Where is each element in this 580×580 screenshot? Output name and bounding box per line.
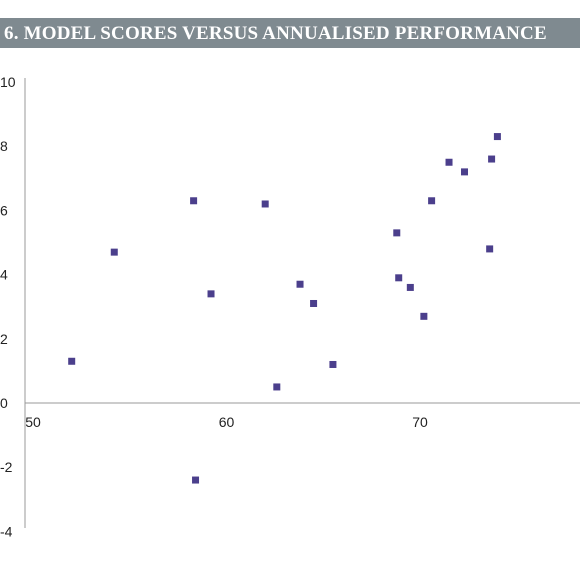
y-tick-label: 4: [0, 267, 8, 283]
data-point: [310, 299, 318, 307]
data-point: [461, 168, 469, 176]
data-point: [296, 280, 304, 288]
x-tick-labels: 50 60 70: [25, 414, 428, 430]
data-point: [493, 133, 501, 141]
y-tick-label: -4: [0, 523, 13, 539]
x-tick-label: 70: [412, 414, 428, 430]
data-point: [273, 383, 281, 391]
y-tick-label: 2: [0, 331, 8, 347]
data-point: [395, 274, 403, 282]
data-point: [207, 290, 215, 298]
y-tick-label: 6: [0, 202, 8, 218]
data-point: [486, 245, 494, 253]
y-tick-label: -2: [0, 459, 13, 475]
data-point: [445, 158, 453, 166]
y-tick-labels: 10 8 6 4 2 0 -2 -4: [0, 74, 16, 539]
data-point: [393, 229, 401, 237]
chart-title-bar: 6. MODEL SCORES VERSUS ANNUALISED PERFOR…: [0, 18, 580, 48]
y-tick-label: 8: [0, 138, 8, 154]
data-point: [261, 200, 269, 208]
data-points: [68, 133, 501, 484]
data-point: [329, 360, 337, 368]
chart-title: 6. MODEL SCORES VERSUS ANNUALISED PERFOR…: [4, 23, 547, 44]
data-point: [428, 197, 436, 205]
data-point: [190, 197, 198, 205]
y-tick-label: 10: [0, 74, 16, 90]
x-tick-label: 50: [25, 414, 41, 430]
data-point: [420, 312, 428, 320]
x-tick-label: 60: [219, 414, 235, 430]
data-point: [110, 248, 118, 256]
data-point: [192, 476, 200, 484]
data-point: [68, 357, 76, 365]
y-tick-label: 0: [0, 395, 8, 411]
data-point: [406, 283, 414, 291]
data-point: [488, 155, 496, 163]
